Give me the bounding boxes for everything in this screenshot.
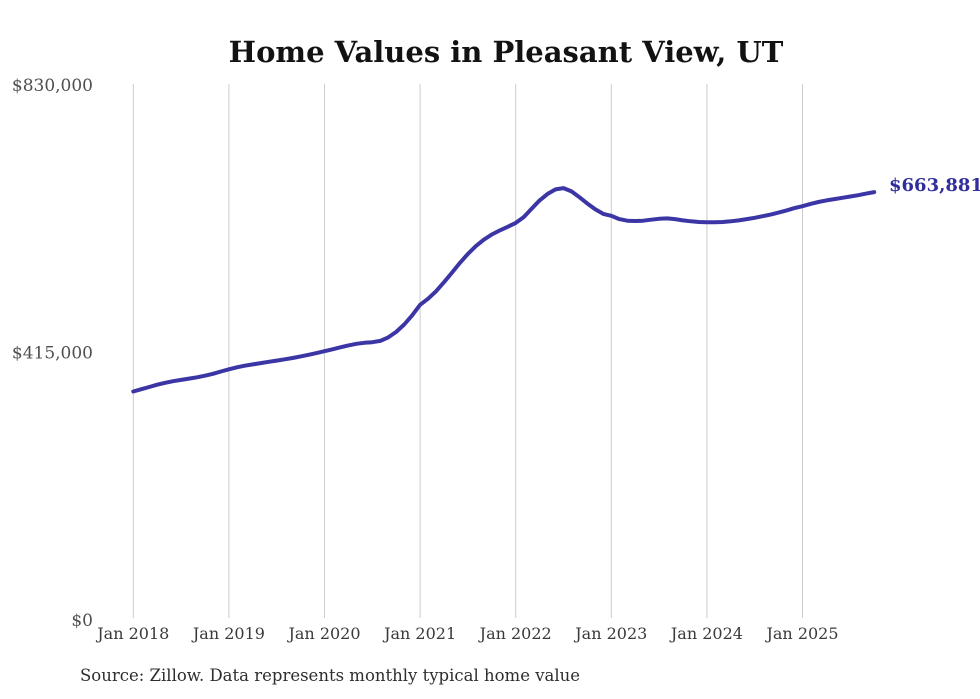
x-axis-tick-label: Jan 2024 <box>669 624 743 643</box>
x-axis-tick-label: Jan 2018 <box>95 624 169 643</box>
home-value-line <box>131 186 877 394</box>
x-axis-tick-label: Jan 2025 <box>764 624 838 643</box>
gridlines <box>132 84 804 618</box>
y-axis-tick-label: $0 <box>71 611 93 631</box>
y-axis-tick-label: $415,000 <box>12 344 93 364</box>
source-note: Source: Zillow. Data represents monthly … <box>80 666 580 685</box>
y-axis-tick-labels: $830,000 $415,000 $0 <box>12 76 93 631</box>
x-axis-tick-label: Jan 2022 <box>478 624 552 643</box>
y-axis-tick-label: $830,000 <box>12 76 93 96</box>
x-axis-tick-label: Jan 2020 <box>286 624 360 643</box>
x-axis-tick-label: Jan 2019 <box>191 624 265 643</box>
chart-title: Home Values in Pleasant View, UT <box>229 35 784 69</box>
x-axis-tick-label: Jan 2021 <box>382 624 456 643</box>
end-value-label: $663,881 <box>889 175 980 196</box>
x-axis-tick-labels: Jan 2018 Jan 2019 Jan 2020 Jan 2021 Jan 2022… <box>95 624 838 643</box>
x-axis-tick-label: Jan 2023 <box>573 624 647 643</box>
